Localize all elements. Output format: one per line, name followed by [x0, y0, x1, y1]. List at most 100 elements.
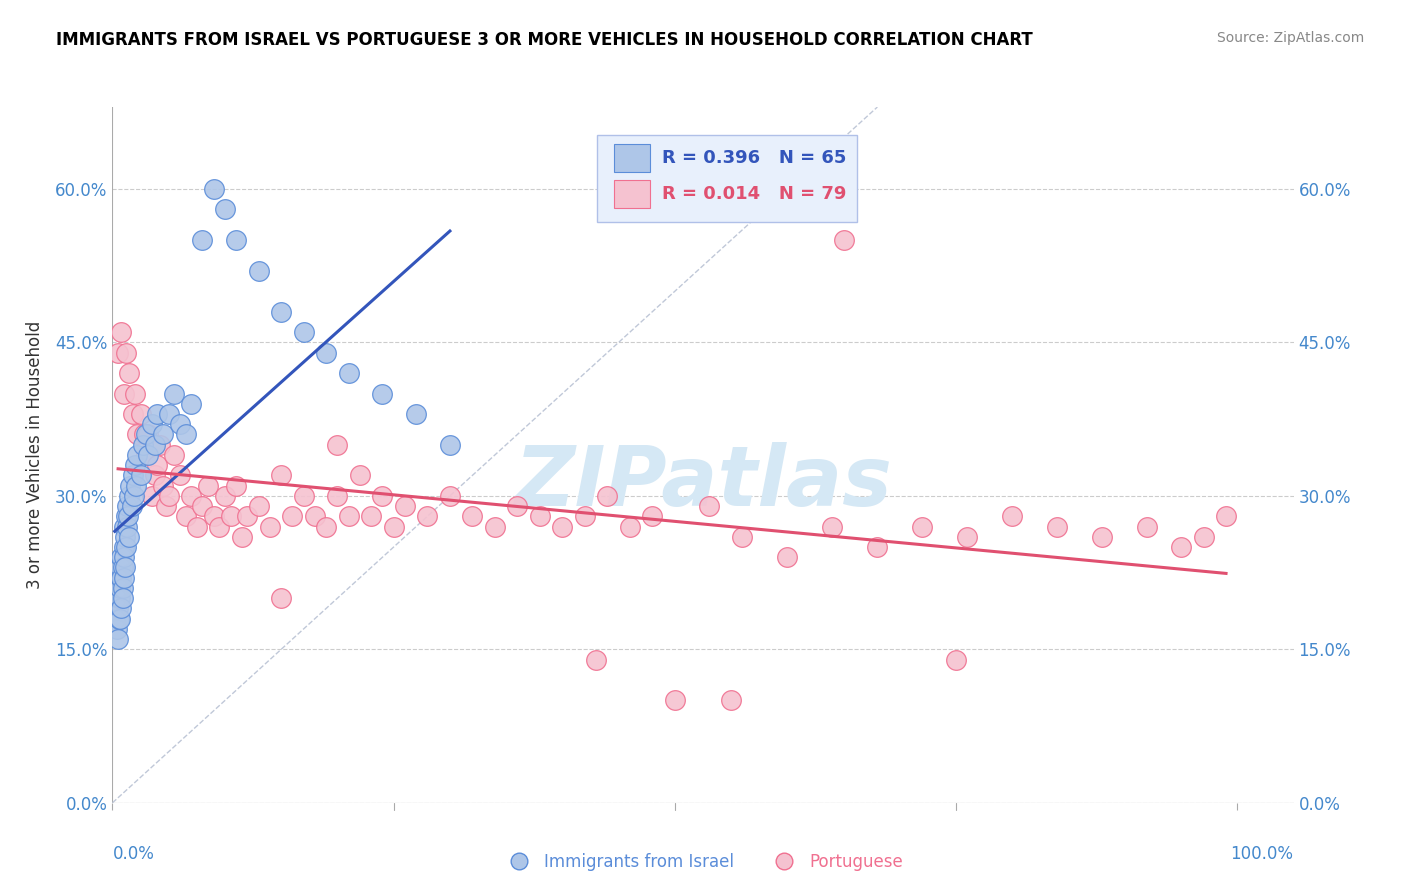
Point	[108, 571, 131, 585]
Point	[111, 591, 134, 606]
Point	[202, 509, 225, 524]
Point	[110, 612, 132, 626]
Point	[315, 519, 337, 533]
Point	[1192, 530, 1215, 544]
Point	[337, 509, 360, 524]
Point	[731, 530, 754, 544]
Point	[231, 530, 253, 544]
Point	[111, 581, 134, 595]
Point	[152, 478, 174, 492]
Text: ZIPatlas: ZIPatlas	[515, 442, 891, 524]
Point	[270, 591, 292, 606]
Point	[110, 560, 132, 574]
Point	[141, 417, 163, 432]
Point	[641, 509, 664, 524]
Point	[619, 519, 641, 533]
Point	[832, 233, 855, 247]
Point	[152, 427, 174, 442]
Point	[585, 652, 607, 666]
Point	[405, 407, 427, 421]
Point	[135, 448, 157, 462]
Point	[174, 509, 197, 524]
Text: R = 0.014   N = 79: R = 0.014 N = 79	[662, 185, 846, 203]
Point	[259, 519, 281, 533]
Point	[574, 509, 596, 524]
Point	[141, 489, 163, 503]
Point	[382, 519, 405, 533]
Point	[110, 581, 132, 595]
Point	[135, 427, 157, 442]
Point	[247, 264, 270, 278]
Point	[911, 519, 934, 533]
Point	[132, 438, 155, 452]
Point	[776, 550, 799, 565]
Point	[349, 468, 371, 483]
Point	[110, 591, 132, 606]
Text: 100.0%: 100.0%	[1230, 845, 1294, 863]
Point	[124, 458, 146, 472]
Point	[157, 407, 180, 421]
Bar	[614, 144, 650, 172]
Point	[461, 509, 484, 524]
Point	[180, 397, 202, 411]
Point	[129, 407, 152, 421]
Point	[956, 530, 979, 544]
Point	[174, 427, 197, 442]
Point	[866, 540, 889, 554]
Point	[104, 612, 127, 626]
Point	[1001, 509, 1024, 524]
Text: R = 0.396   N = 65: R = 0.396 N = 65	[662, 149, 846, 167]
Point	[107, 345, 129, 359]
Point	[326, 489, 349, 503]
Point	[484, 519, 506, 533]
Point	[107, 632, 129, 646]
Point	[122, 489, 145, 503]
Point	[720, 693, 742, 707]
Point	[225, 478, 247, 492]
Point	[1136, 519, 1159, 533]
Point	[115, 509, 138, 524]
Y-axis label: 3 or more Vehicles in Household: 3 or more Vehicles in Household	[25, 321, 44, 589]
Point	[127, 427, 149, 442]
Point	[112, 386, 135, 401]
Point	[360, 509, 382, 524]
Point	[214, 489, 236, 503]
Point	[191, 499, 214, 513]
Point	[121, 407, 143, 421]
Point	[112, 540, 135, 554]
Point	[108, 591, 131, 606]
Point	[107, 601, 129, 615]
Point	[127, 448, 149, 462]
Point	[394, 499, 416, 513]
Text: 0.0%: 0.0%	[112, 845, 155, 863]
Point	[124, 386, 146, 401]
Point	[337, 366, 360, 380]
Point	[214, 202, 236, 217]
Point	[118, 530, 141, 544]
Point	[117, 509, 139, 524]
Point	[121, 468, 143, 483]
Point	[107, 581, 129, 595]
Point	[114, 530, 136, 544]
Point	[697, 499, 720, 513]
Point	[551, 519, 574, 533]
Point	[225, 233, 247, 247]
Point	[118, 366, 141, 380]
Point	[1170, 540, 1192, 554]
Point	[1215, 509, 1237, 524]
Point	[108, 612, 131, 626]
Point	[118, 489, 141, 503]
Point	[112, 519, 135, 533]
Point	[1046, 519, 1069, 533]
Point	[416, 509, 439, 524]
Point	[105, 622, 128, 636]
Point	[326, 438, 349, 452]
Point	[163, 448, 186, 462]
Point	[191, 233, 214, 247]
Point	[315, 345, 337, 359]
Point	[197, 478, 219, 492]
Point	[146, 458, 169, 472]
Point	[292, 489, 315, 503]
Point	[129, 468, 152, 483]
Point	[138, 427, 160, 442]
